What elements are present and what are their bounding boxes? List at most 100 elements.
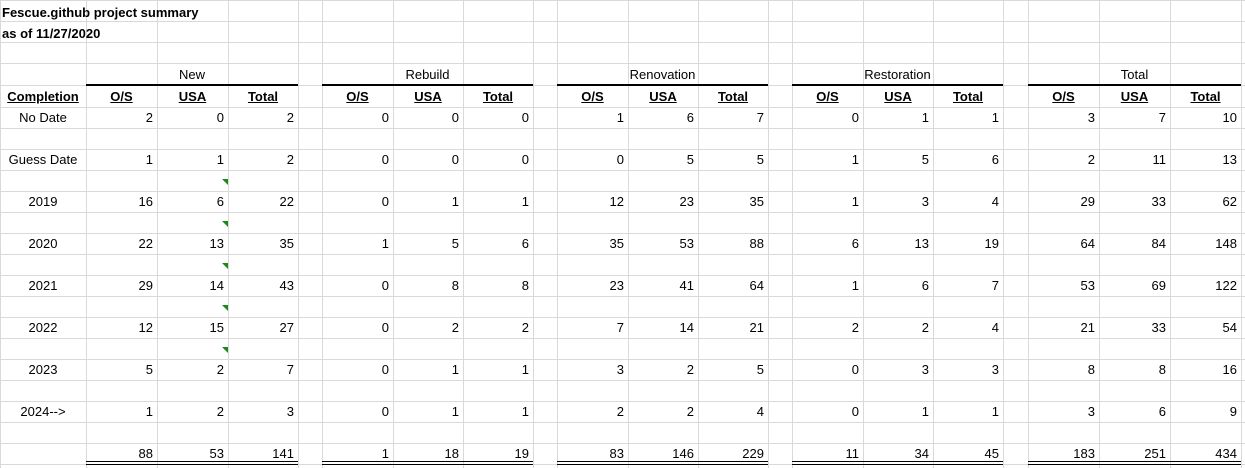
total-cell[interactable]: 83 xyxy=(609,446,624,461)
table-cell[interactable]: 6 xyxy=(921,278,929,293)
table-cell[interactable]: 7 xyxy=(756,110,764,125)
table-cell[interactable]: 2 xyxy=(286,110,294,125)
table-cell[interactable]: 0 xyxy=(451,110,459,125)
total-cell[interactable]: 34 xyxy=(914,446,929,461)
table-cell[interactable]: 1 xyxy=(145,404,153,419)
table-cell[interactable]: 0 xyxy=(521,110,529,125)
table-cell[interactable]: 64 xyxy=(1080,236,1095,251)
table-cell[interactable]: 1 xyxy=(145,152,153,167)
table-cell[interactable]: 0 xyxy=(381,320,389,335)
table-cell[interactable]: 7 xyxy=(286,362,294,377)
table-cell[interactable]: 1 xyxy=(991,110,999,125)
table-cell[interactable]: 6 xyxy=(1158,404,1166,419)
table-cell[interactable]: 88 xyxy=(749,236,764,251)
table-cell[interactable]: 22 xyxy=(279,194,294,209)
table-cell[interactable]: 3 xyxy=(1087,110,1095,125)
table-cell[interactable]: 2 xyxy=(1087,152,1095,167)
table-cell[interactable]: 12 xyxy=(609,194,624,209)
table-cell[interactable]: 54 xyxy=(1222,320,1237,335)
table-cell[interactable]: 16 xyxy=(1222,362,1237,377)
table-cell[interactable]: 12 xyxy=(138,320,153,335)
table-cell[interactable]: 2 xyxy=(216,362,224,377)
table-cell[interactable]: 5 xyxy=(145,362,153,377)
table-cell[interactable]: 23 xyxy=(679,194,694,209)
table-cell[interactable]: 23 xyxy=(609,278,624,293)
table-cell[interactable]: 84 xyxy=(1151,236,1166,251)
table-cell[interactable]: 0 xyxy=(381,194,389,209)
table-cell[interactable]: 29 xyxy=(1080,194,1095,209)
table-cell[interactable]: 2 xyxy=(921,320,929,335)
total-cell[interactable]: 141 xyxy=(272,446,294,461)
table-cell[interactable]: 8 xyxy=(451,278,459,293)
table-cell[interactable]: 1 xyxy=(216,152,224,167)
table-cell[interactable]: 1 xyxy=(921,404,929,419)
table-cell[interactable]: 3 xyxy=(1087,404,1095,419)
table-cell[interactable]: 1 xyxy=(851,194,859,209)
table-cell[interactable]: 41 xyxy=(679,278,694,293)
table-cell[interactable]: 0 xyxy=(521,152,529,167)
table-cell[interactable]: 1 xyxy=(521,404,529,419)
total-cell[interactable]: 19 xyxy=(514,446,529,461)
table-cell[interactable]: 69 xyxy=(1151,278,1166,293)
table-cell[interactable]: 7 xyxy=(616,320,624,335)
table-cell[interactable]: 2 xyxy=(145,110,153,125)
table-cell[interactable]: 6 xyxy=(521,236,529,251)
total-cell[interactable]: 146 xyxy=(672,446,694,461)
total-cell[interactable]: 11 xyxy=(845,446,860,461)
table-cell[interactable]: 21 xyxy=(749,320,764,335)
total-cell[interactable]: 1 xyxy=(381,446,389,461)
table-cell[interactable]: 43 xyxy=(279,278,294,293)
total-cell[interactable]: 229 xyxy=(742,446,764,461)
table-cell[interactable]: 122 xyxy=(1215,278,1237,293)
table-cell[interactable]: 64 xyxy=(749,278,764,293)
table-cell[interactable]: 0 xyxy=(851,404,859,419)
table-cell[interactable]: 6 xyxy=(851,236,859,251)
table-cell[interactable]: 5 xyxy=(921,152,929,167)
table-cell[interactable]: 4 xyxy=(756,404,764,419)
table-cell[interactable]: 0 xyxy=(381,278,389,293)
table-cell[interactable]: 0 xyxy=(381,152,389,167)
table-cell[interactable]: 1 xyxy=(521,194,529,209)
table-cell[interactable]: 13 xyxy=(209,236,224,251)
table-cell[interactable]: 0 xyxy=(616,152,624,167)
table-cell[interactable]: 7 xyxy=(991,278,999,293)
table-cell[interactable]: 0 xyxy=(451,152,459,167)
table-cell[interactable]: 6 xyxy=(216,194,224,209)
table-cell[interactable]: 2 xyxy=(686,362,694,377)
table-cell[interactable]: 21 xyxy=(1080,320,1095,335)
table-cell[interactable]: 0 xyxy=(381,362,389,377)
table-cell[interactable]: 2 xyxy=(851,320,859,335)
table-cell[interactable]: 8 xyxy=(521,278,529,293)
table-cell[interactable]: 1 xyxy=(451,194,459,209)
table-cell[interactable]: 33 xyxy=(1151,194,1166,209)
table-cell[interactable]: 22 xyxy=(138,236,153,251)
table-cell[interactable]: 11 xyxy=(1152,152,1167,167)
table-cell[interactable]: 35 xyxy=(749,194,764,209)
table-cell[interactable]: 1 xyxy=(521,362,529,377)
table-cell[interactable]: 14 xyxy=(209,278,224,293)
table-cell[interactable]: 19 xyxy=(984,236,999,251)
table-cell[interactable]: 2 xyxy=(451,320,459,335)
table-cell[interactable]: 8 xyxy=(1158,362,1166,377)
table-cell[interactable]: 8 xyxy=(1087,362,1095,377)
table-cell[interactable]: 4 xyxy=(991,320,999,335)
table-cell[interactable]: 6 xyxy=(991,152,999,167)
table-cell[interactable]: 62 xyxy=(1222,194,1237,209)
table-cell[interactable]: 53 xyxy=(1080,278,1095,293)
table-cell[interactable]: 0 xyxy=(381,110,389,125)
table-cell[interactable]: 3 xyxy=(616,362,624,377)
table-cell[interactable]: 2 xyxy=(286,152,294,167)
table-cell[interactable]: 0 xyxy=(216,110,224,125)
table-cell[interactable]: 13 xyxy=(1222,152,1237,167)
table-cell[interactable]: 3 xyxy=(286,404,294,419)
total-cell[interactable]: 183 xyxy=(1073,446,1095,461)
table-cell[interactable]: 5 xyxy=(756,362,764,377)
table-cell[interactable]: 3 xyxy=(921,194,929,209)
total-cell[interactable]: 45 xyxy=(984,446,999,461)
table-cell[interactable]: 6 xyxy=(686,110,694,125)
table-cell[interactable]: 35 xyxy=(609,236,624,251)
table-cell[interactable]: 7 xyxy=(1158,110,1166,125)
table-cell[interactable]: 2 xyxy=(616,404,624,419)
table-cell[interactable]: 1 xyxy=(921,110,929,125)
table-cell[interactable]: 1 xyxy=(851,278,859,293)
